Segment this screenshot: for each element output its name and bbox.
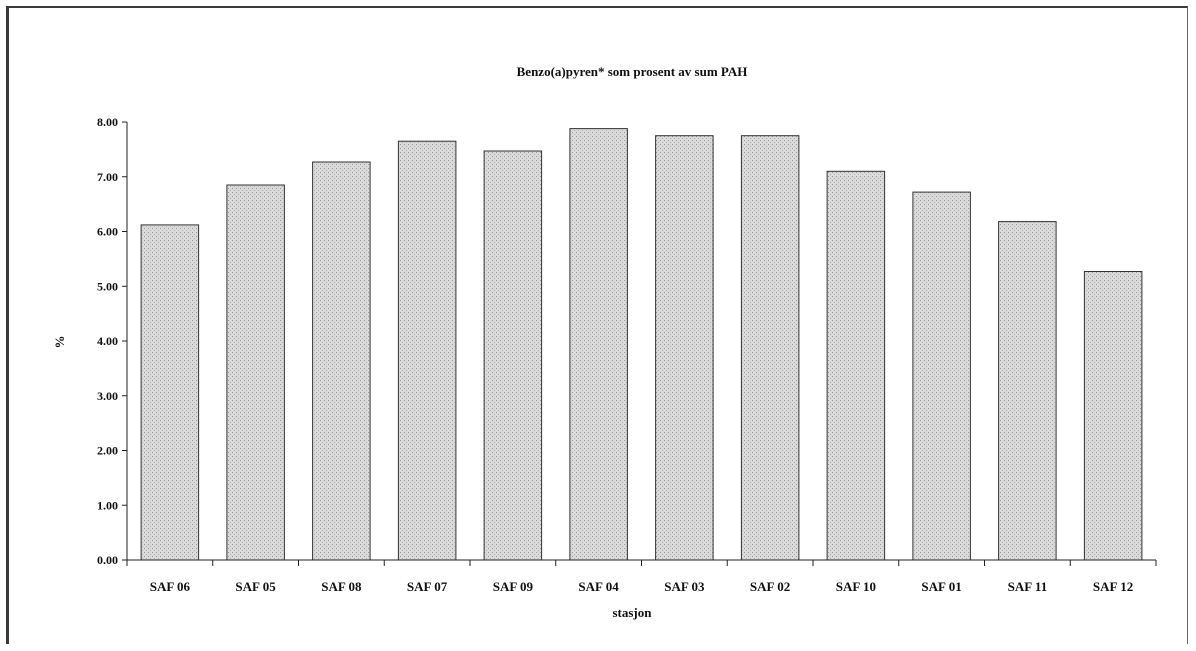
- x-tick-label: SAF 08: [321, 579, 362, 594]
- bar: [140, 224, 200, 561]
- y-tick-label: 5.00: [97, 279, 118, 293]
- y-axis-label: %: [52, 336, 67, 349]
- y-tick-label: 6.00: [97, 225, 118, 239]
- x-tick-label: SAF 12: [1093, 579, 1133, 594]
- x-tick-label: SAF 09: [493, 579, 534, 594]
- bar: [912, 191, 971, 561]
- bar: [1083, 271, 1143, 561]
- x-tick-label: SAF 02: [750, 579, 790, 594]
- x-tick-label: SAF 05: [235, 579, 276, 594]
- bar: [740, 135, 800, 561]
- x-tick-label: SAF 10: [836, 579, 876, 594]
- x-axis-label: stasjon: [612, 605, 652, 620]
- bar: [397, 140, 457, 561]
- x-tick-label: SAF 04: [578, 579, 619, 594]
- bar: [826, 170, 886, 561]
- x-tick-label: SAF 06: [150, 579, 191, 594]
- bar: [998, 221, 1057, 561]
- bar: [483, 150, 543, 561]
- y-tick-label: 3.00: [97, 389, 118, 403]
- plot-area: 0.00 1.00 2.00 3.00 4.00 5.00 6.00 7.00 8.00 SAF …: [97, 115, 1157, 594]
- bar: [226, 184, 285, 561]
- chart-title: Benzo(a)pyren* som prosent av sum PAH: [517, 64, 748, 79]
- y-tick-label: 8.00: [97, 115, 118, 129]
- y-tick-label: 1.00: [97, 498, 118, 512]
- bar: [312, 161, 371, 561]
- x-tick-label: SAF 01: [921, 579, 961, 594]
- x-tick-label: SAF 07: [407, 579, 448, 594]
- y-tick-label: 4.00: [97, 334, 118, 348]
- bar: [569, 128, 628, 561]
- y-tick-label: 2.00: [97, 444, 118, 458]
- y-tick-label: 0.00: [97, 553, 118, 567]
- chart-frame: [6, 6, 1188, 644]
- x-tick-label: SAF 03: [664, 579, 705, 594]
- x-tick-label: SAF 11: [1008, 579, 1048, 594]
- y-tick-label: 7.00: [97, 170, 118, 184]
- bar: [655, 135, 714, 561]
